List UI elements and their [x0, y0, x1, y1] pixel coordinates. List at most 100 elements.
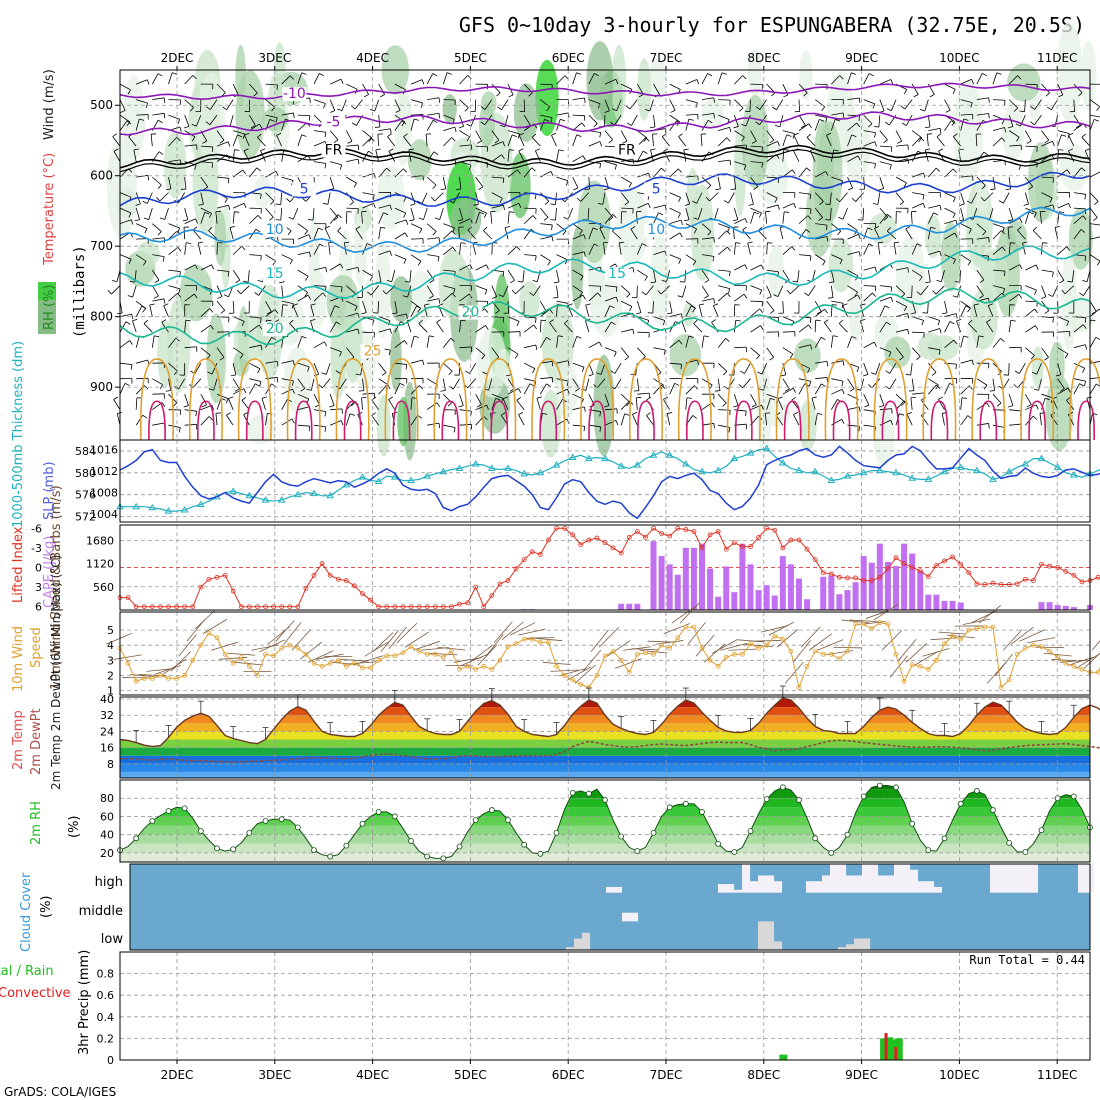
wind-barb — [752, 640, 781, 642]
wind-barb — [518, 135, 525, 147]
wind-speed-point — [497, 657, 503, 663]
wind-barb-flag — [307, 366, 310, 372]
wind-barb — [459, 75, 469, 85]
rh-shading — [330, 317, 346, 400]
wind-barb — [229, 227, 234, 240]
wind-barb-flag — [335, 370, 341, 374]
cloud-axis-unit: (%) — [39, 896, 54, 919]
wind-barb-flag — [707, 184, 712, 190]
wind-speed-point — [440, 654, 446, 660]
wind-barb-flag — [677, 213, 681, 218]
cape-bar — [763, 585, 770, 610]
wind-barb — [1008, 320, 1012, 333]
wind-barb-flag — [1041, 296, 1047, 299]
lifted-index-point — [707, 532, 713, 538]
wind-barb — [860, 320, 865, 333]
wind-barb — [196, 114, 202, 127]
wind-barb-flag — [293, 112, 295, 118]
wind-barb-flag — [824, 319, 829, 323]
wind-barb — [1025, 308, 1035, 317]
wind-barb-flag — [502, 178, 505, 184]
wind-barb-flag — [354, 306, 358, 311]
wind-barb-flag — [1084, 194, 1087, 200]
rh-shading — [925, 215, 942, 259]
rh-shading — [895, 235, 926, 320]
wind-barb — [1009, 144, 1022, 147]
isotherm-line — [119, 245, 1091, 299]
wind-speed-point — [513, 641, 519, 647]
wind-barb — [777, 285, 784, 297]
wind-barb — [260, 150, 266, 162]
wind-barb — [197, 242, 202, 255]
wind-barb — [750, 285, 762, 291]
wind-barb-flag — [495, 397, 501, 401]
wind-barb — [159, 192, 169, 202]
isotherm-lobe — [245, 400, 264, 441]
wind-barb — [325, 363, 331, 375]
wind-barb — [1089, 308, 1100, 317]
wind-barb-flag — [1002, 288, 1006, 294]
wind-barb-flag — [542, 412, 548, 415]
wind-barb-flag — [357, 312, 360, 319]
wind-barb-flag — [172, 402, 178, 407]
wind-barb — [1073, 192, 1086, 195]
rh-point — [408, 838, 414, 844]
isotherm-label-bg — [605, 266, 630, 281]
wind-barb — [879, 394, 885, 406]
wind-barb-flag — [408, 148, 414, 151]
isotherm-label-bg — [614, 143, 639, 158]
wind-barb — [935, 285, 945, 295]
wind-barb-flag — [1084, 255, 1087, 261]
wind-barb-flag — [783, 149, 789, 151]
wind-barb-flag — [573, 187, 579, 191]
wind-barb — [912, 392, 925, 395]
wind-barb-flag — [428, 295, 434, 299]
isotherm-lobe — [441, 400, 460, 441]
wind-speed-point — [263, 651, 268, 657]
thickness-tick-label: 584 — [75, 445, 96, 458]
wind-barb — [216, 130, 225, 141]
wind-barb-flag — [549, 319, 554, 323]
temperature-band — [120, 755, 1090, 764]
wind-barb — [523, 362, 536, 369]
wind-barb — [798, 229, 807, 240]
wind-barb — [938, 631, 967, 635]
wind-barb-flag — [324, 341, 328, 347]
wind-barb — [459, 99, 469, 109]
wind-barb — [524, 378, 536, 382]
wind-barb-flag — [300, 388, 306, 392]
wind-barb — [297, 294, 309, 302]
wind-barb-flag — [963, 118, 969, 121]
isotherm-lobe — [922, 358, 957, 441]
wind-barb-flag — [824, 308, 828, 314]
wind-barb — [684, 270, 687, 283]
wind-barb-flag — [930, 226, 936, 229]
wind-speed-point — [1031, 642, 1036, 648]
wind-barb-flag — [751, 140, 757, 144]
wind-barb — [313, 341, 325, 349]
wind-barb — [992, 230, 1002, 240]
rh-shading — [952, 80, 984, 184]
wind-barb-flag — [711, 402, 715, 408]
wind-barb — [170, 651, 191, 672]
wind-barb — [1057, 387, 1069, 395]
wind-barb — [911, 347, 921, 357]
wind-barb — [281, 304, 284, 317]
wind-barb — [1073, 215, 1084, 224]
wind-barb — [927, 227, 931, 240]
wind-barb — [184, 99, 194, 108]
wind-barb-flag — [971, 79, 974, 85]
cloud-cover-bar — [750, 881, 759, 893]
wind-barb — [475, 212, 480, 224]
wind-barb-flag — [479, 211, 485, 215]
wind-barb — [669, 313, 682, 318]
lifted-index-point — [942, 558, 947, 564]
wind-speed-point — [287, 642, 293, 648]
wind-barb-flag — [887, 213, 892, 218]
wind-barb-flag — [650, 148, 656, 151]
wind-barb — [1057, 246, 1067, 255]
lifted-index-point — [271, 604, 276, 610]
thickness-point — [374, 477, 383, 485]
wind-barb — [815, 236, 827, 240]
wind-barb-flag — [337, 227, 342, 232]
